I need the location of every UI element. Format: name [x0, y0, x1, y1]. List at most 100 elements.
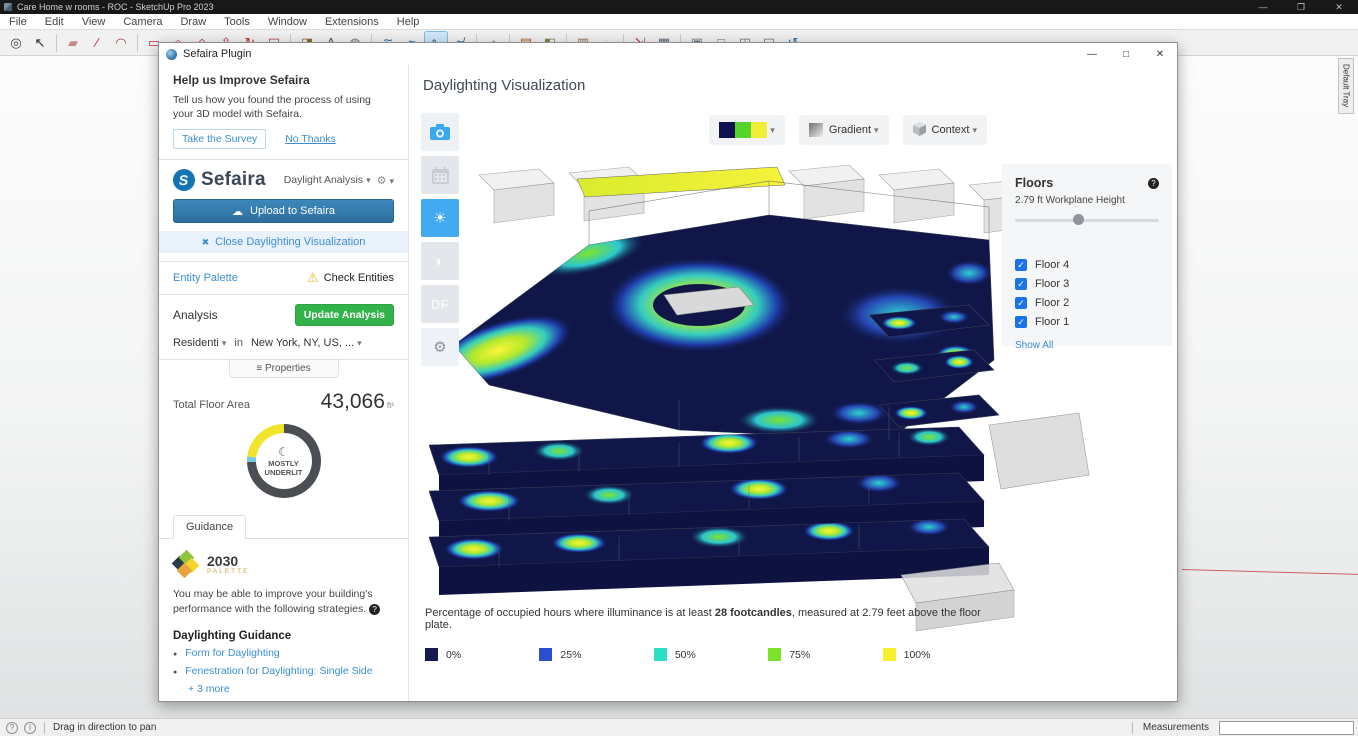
menu-extensions[interactable]: Extensions	[324, 15, 379, 28]
schedule-calendar-button[interactable]	[421, 156, 459, 194]
floor-row: Floor 2	[1015, 297, 1159, 309]
fenestration-link[interactable]: Fenestration for Daylighting: Single Sid…	[185, 664, 373, 677]
menu-draw[interactable]: Draw	[180, 15, 207, 28]
entity-palette-link[interactable]: Entity Palette	[173, 272, 238, 285]
menu-camera[interactable]: Camera	[123, 15, 163, 28]
viz-title: Daylighting Visualization	[423, 77, 586, 94]
form-for-daylighting-link[interactable]: Form for Daylighting	[185, 646, 280, 659]
workplane-height-slider[interactable]	[1015, 214, 1159, 226]
default-tray-label: Default Tray	[1341, 64, 1351, 108]
sefaira-plugin-window: Sefaira Plugin — □ ✕ Help us Improve Sef…	[158, 42, 1178, 702]
restore-button[interactable]: ❐	[1296, 1, 1306, 12]
daylight-factor-button[interactable]: DF	[421, 285, 459, 323]
gauge-label: MOSTLY UNDERLIT	[264, 458, 303, 478]
floor-row: Floor 3	[1015, 278, 1159, 290]
gradient-dropdown[interactable]: Gradient	[798, 115, 889, 145]
floors-panel: Floors ? 2.79 ft Workplane Height Floor …	[1002, 164, 1172, 351]
red-axis-line	[1181, 569, 1358, 575]
minimize-button[interactable]: —	[1258, 1, 1268, 12]
measurements-input[interactable]	[1219, 720, 1354, 735]
show-all-link[interactable]: Show All	[1015, 340, 1054, 351]
status-bar: ? i Drag in direction to pan Measurement…	[0, 718, 1358, 736]
analysis-mode-dropdown[interactable]: Daylight Analysis	[284, 174, 371, 186]
building-type-dropdown[interactable]: Residenti	[173, 337, 226, 349]
floor-3-label: Floor 3	[1035, 278, 1070, 290]
sefaira-minimize-button[interactable]: —	[1087, 48, 1097, 60]
status-hint: Drag in direction to pan	[53, 722, 157, 733]
default-tray-tab[interactable]: Default Tray	[1338, 58, 1354, 114]
window-titlebar: Care Home w rooms - ROC - SketchUp Pro 2…	[0, 0, 1358, 14]
legend-swatch-75	[768, 648, 782, 661]
measurements-label: Measurements	[1142, 722, 1209, 733]
window-title: Care Home w rooms - ROC - SketchUp Pro 2…	[17, 2, 214, 12]
location-dropdown[interactable]: New York, NY, US, ...	[251, 337, 362, 349]
survey-heading: Help us Improve Sefaira	[173, 73, 310, 87]
update-analysis-button[interactable]: Update Analysis	[294, 304, 394, 327]
floor-2-checkbox[interactable]	[1015, 297, 1027, 309]
geolocation-icon[interactable]: ?	[6, 721, 18, 734]
guidance-link-item: Form for Daylighting	[173, 647, 394, 659]
snapshot-camera-button[interactable]	[421, 113, 459, 151]
floor-4-checkbox[interactable]	[1015, 259, 1027, 271]
camera-icon	[430, 124, 450, 140]
daylight-model-canvas[interactable]	[428, 145, 1169, 645]
properties-tab[interactable]: Properties	[228, 359, 339, 379]
bullet-icon	[173, 665, 185, 677]
sefaira-titlebar[interactable]: Sefaira Plugin — □ ✕	[159, 43, 1177, 65]
floors-help-icon[interactable]: ?	[1148, 177, 1159, 189]
menu-help[interactable]: Help	[396, 15, 420, 28]
gradient-icon	[808, 123, 823, 137]
info-icon[interactable]: i	[24, 721, 36, 734]
survey-banner: Help us Improve Sefaira Tell us how you …	[159, 65, 408, 161]
check-entities-button[interactable]: Check Entities	[307, 270, 394, 286]
floor-3-checkbox[interactable]	[1015, 278, 1027, 290]
settings-gear-dropdown[interactable]	[377, 174, 394, 187]
legend-caption: Percentage of occupied hours where illum…	[425, 607, 981, 631]
guidance-body: You may be able to improve your building…	[159, 579, 408, 616]
more-guidance-link[interactable]: + 3 more	[188, 682, 230, 695]
take-survey-button[interactable]: Take the Survey	[173, 129, 267, 150]
contrast-mode-button[interactable]	[421, 242, 459, 280]
menu-bar: File Edit View Camera Draw Tools Window …	[0, 14, 1358, 30]
slider-thumb[interactable]	[1072, 214, 1084, 225]
legend-swatch-25	[539, 648, 553, 661]
menu-tools[interactable]: Tools	[224, 15, 250, 28]
menu-edit[interactable]: Edit	[44, 15, 64, 28]
legend-item-50: 50%	[653, 648, 768, 661]
close-button[interactable]: ✕	[1335, 1, 1343, 12]
viz-settings-button[interactable]	[421, 328, 459, 366]
legend-item-75: 75%	[768, 648, 882, 661]
sefaira-window-title: Sefaira Plugin	[183, 48, 252, 60]
select-tool-icon[interactable]: ↖	[34, 34, 46, 50]
df-label: DF	[430, 296, 450, 312]
rectangle-tool-icon[interactable]: ▭	[147, 34, 161, 50]
menu-window[interactable]: Window	[267, 15, 307, 28]
line-tool-icon[interactable]: ∕	[95, 35, 99, 50]
palette-color-yellow	[751, 122, 768, 138]
workplane-height-label: 2.79 ft Workplane Height	[1015, 195, 1125, 206]
menu-file[interactable]: File	[9, 15, 27, 28]
no-thanks-link[interactable]: No Thanks	[285, 133, 336, 146]
guidance-link-item: Fenestration for Daylighting: Single Sid…	[173, 665, 394, 677]
close-daylighting-button[interactable]: Close Daylighting Visualization	[159, 231, 408, 254]
protractor-tool-icon[interactable]: ◠	[115, 34, 127, 50]
upload-to-sefaira-button[interactable]: Upload to Sefaira	[173, 199, 394, 224]
palette-color-green	[735, 122, 752, 138]
eraser-tool-icon[interactable]: ▰	[68, 34, 78, 50]
moon-icon	[278, 445, 289, 459]
illuminance-sun-button[interactable]	[421, 199, 459, 237]
sefaira-maximize-button[interactable]: □	[1122, 48, 1130, 60]
sefaira-close-button[interactable]: ✕	[1155, 48, 1165, 60]
context-dropdown[interactable]: Context	[902, 115, 987, 145]
floor-1-checkbox[interactable]	[1015, 316, 1027, 328]
palette-2030-logo: 2030 PALETTE	[159, 539, 408, 579]
guidance-tab[interactable]: Guidance	[173, 515, 247, 540]
zoom-tool-icon[interactable]: ◎	[10, 34, 22, 50]
cloud-upload-icon	[232, 205, 250, 218]
menu-view[interactable]: View	[81, 15, 106, 28]
help-icon[interactable]: ?	[369, 603, 381, 615]
floor-4-label: Floor 4	[1035, 259, 1070, 271]
floor-2-label: Floor 2	[1035, 297, 1070, 309]
color-palette-dropdown[interactable]	[709, 115, 785, 145]
in-label: in	[234, 337, 243, 350]
